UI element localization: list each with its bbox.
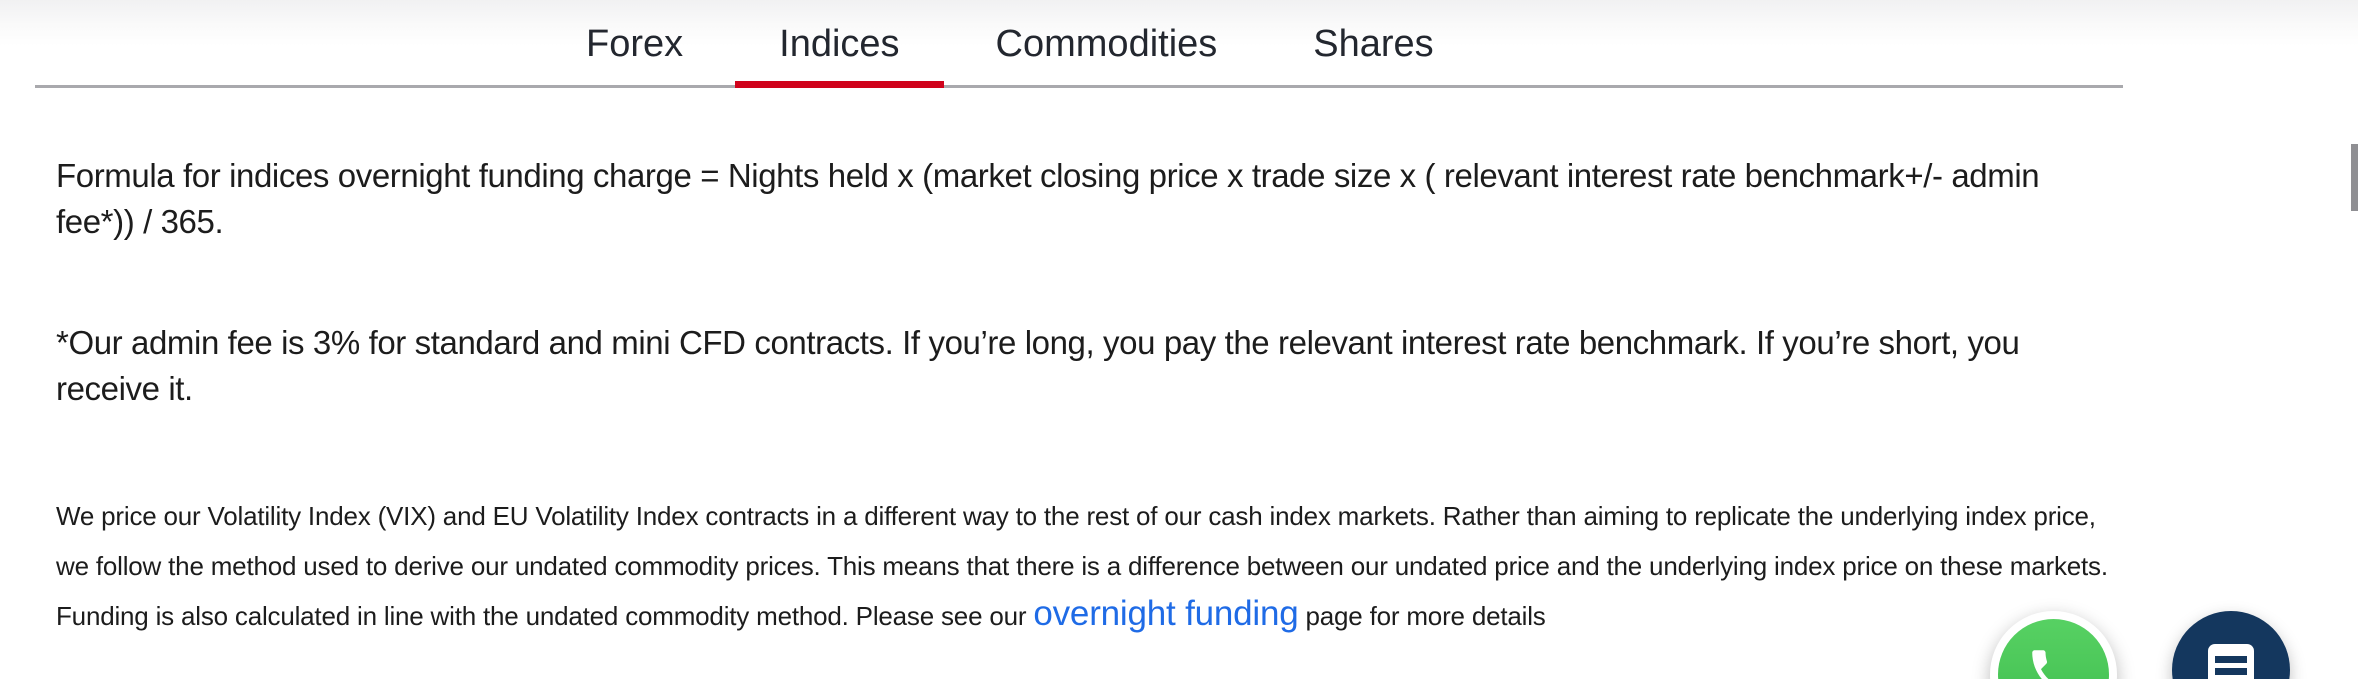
tab-commodities-label: Commodities bbox=[995, 22, 1218, 65]
tab-shares-label: Shares bbox=[1313, 22, 1434, 65]
tab-forex[interactable]: Forex bbox=[542, 0, 727, 88]
help-chat-button[interactable] bbox=[2172, 611, 2290, 679]
admin-fee-paragraph: *Our admin fee is 3% for standard and mi… bbox=[56, 324, 2020, 407]
whatsapp-green-circle bbox=[1998, 619, 2109, 679]
market-tabs: Forex Indices Commodities Shares bbox=[542, 0, 1478, 88]
overnight-funding-link[interactable]: overnight funding bbox=[1033, 594, 1299, 633]
tab-shares[interactable]: Shares bbox=[1269, 0, 1477, 88]
tab-forex-label: Forex bbox=[586, 22, 684, 65]
phone-icon bbox=[2025, 643, 2083, 679]
tabs-divider bbox=[35, 85, 2123, 88]
tab-indices[interactable]: Indices bbox=[735, 0, 944, 88]
top-shadow-gradient bbox=[0, 0, 2358, 46]
active-tab-underline bbox=[735, 81, 944, 88]
tab-indices-label: Indices bbox=[779, 22, 900, 65]
volatility-text-after: page for more details bbox=[1298, 601, 1546, 631]
scrollbar-thumb[interactable] bbox=[2351, 144, 2358, 211]
document-icon bbox=[2207, 611, 2255, 679]
tab-commodities[interactable]: Commodities bbox=[952, 0, 1262, 88]
volatility-text-before: We price our Volatility Index (VIX) and … bbox=[56, 501, 2108, 631]
formula-paragraph: Formula for indices overnight funding ch… bbox=[56, 157, 2040, 240]
volatility-paragraph: We price our Volatility Index (VIX) and … bbox=[56, 491, 2126, 641]
